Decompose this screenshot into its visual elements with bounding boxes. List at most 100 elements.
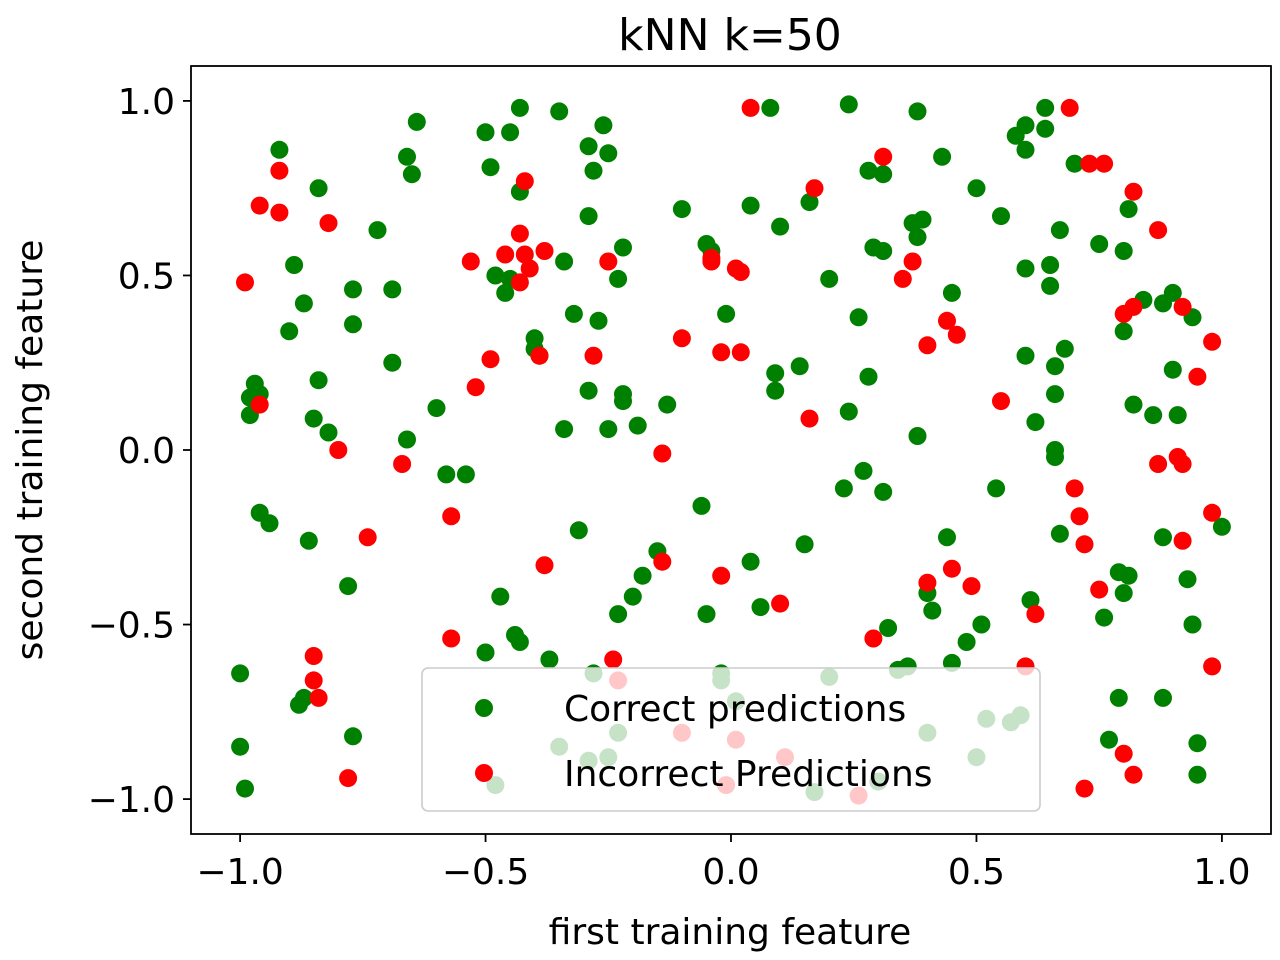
data-point [594,116,613,135]
data-point [938,528,956,547]
data-point [1149,455,1168,473]
data-point [672,200,691,219]
data-point [908,102,927,121]
data-point [510,633,529,651]
data-point [938,311,956,330]
data-point [908,427,927,445]
data-point [294,294,313,313]
data-point [1075,535,1094,554]
legend-marker-incorrect [475,764,493,782]
data-point [270,161,289,180]
data-point [653,552,672,571]
data-point [692,496,711,515]
data-point [839,402,858,421]
data-point [319,214,338,233]
data-point [530,346,549,365]
data-point [1050,221,1069,240]
data-point [1114,322,1133,341]
data-point [599,144,618,163]
data-point [1188,367,1207,386]
chart-title: kNN k=50 [618,10,842,61]
data-point [599,420,618,439]
data-point [339,577,358,596]
data-point [270,203,289,222]
data-point [407,112,426,131]
data-point [942,559,961,578]
data-point [1154,528,1172,547]
data-point [304,647,323,665]
data-point [614,238,632,257]
data-point [579,137,598,156]
x-tick-label: 0.0 [702,852,759,893]
data-point [918,336,937,355]
data-point [1055,339,1074,358]
data-point [1090,580,1109,599]
data-point [1149,221,1168,240]
data-point [427,399,446,418]
data-point [236,273,254,292]
data-point [1100,730,1118,749]
data-point [319,423,338,442]
data-point [702,252,721,271]
data-point [481,158,500,177]
data-point [1036,119,1055,138]
legend-label-incorrect: Incorrect Predictions [564,754,933,795]
data-point [368,221,387,240]
data-point [535,556,554,575]
data-point [1178,570,1197,589]
x-tick-label: 0.5 [948,852,1005,893]
data-point [1212,517,1231,536]
data-point [515,245,534,264]
legend: Correct predictions Incorrect Prediction… [421,667,1041,812]
data-point [947,325,966,344]
legend-frame [421,667,1041,812]
data-point [442,507,461,526]
data-point [1070,507,1089,526]
y-tick-label: 1.0 [118,82,175,123]
data-point [1203,503,1222,522]
data-point [270,140,289,159]
data-point [250,395,269,414]
data-point [339,769,358,788]
data-point [609,269,628,288]
data-point [520,259,539,278]
data-point [1065,479,1084,498]
data-point [1065,154,1084,173]
data-point [250,196,269,215]
data-point [879,619,898,637]
data-point [398,430,416,449]
data-point [344,727,362,746]
data-point [304,671,323,690]
data-point [437,465,456,484]
data-point [496,245,515,264]
data-point [1203,332,1222,351]
data-point [501,123,520,142]
y-tick-label: −1.0 [88,780,175,821]
data-point [456,465,475,484]
data-point [849,308,868,327]
data-point [609,605,628,624]
data-point [864,629,883,648]
data-point [874,165,893,184]
data-point [1124,182,1143,201]
data-point [1163,360,1182,379]
y-axis-label: second training feature [10,240,51,661]
data-point [304,409,323,428]
data-point [584,161,603,180]
data-point [1203,657,1222,676]
data-point [285,256,304,274]
data-point [515,172,534,191]
data-point [393,455,412,473]
data-point [800,193,819,212]
data-point [1124,395,1143,414]
data-point [1050,524,1069,543]
data-point [1119,200,1138,219]
data-point [476,643,495,662]
data-point [923,601,942,620]
data-point [280,322,299,341]
data-point [1095,154,1114,173]
data-point [1075,779,1094,798]
data-point [1114,242,1133,260]
data-point [957,633,976,651]
data-point [1016,116,1035,135]
